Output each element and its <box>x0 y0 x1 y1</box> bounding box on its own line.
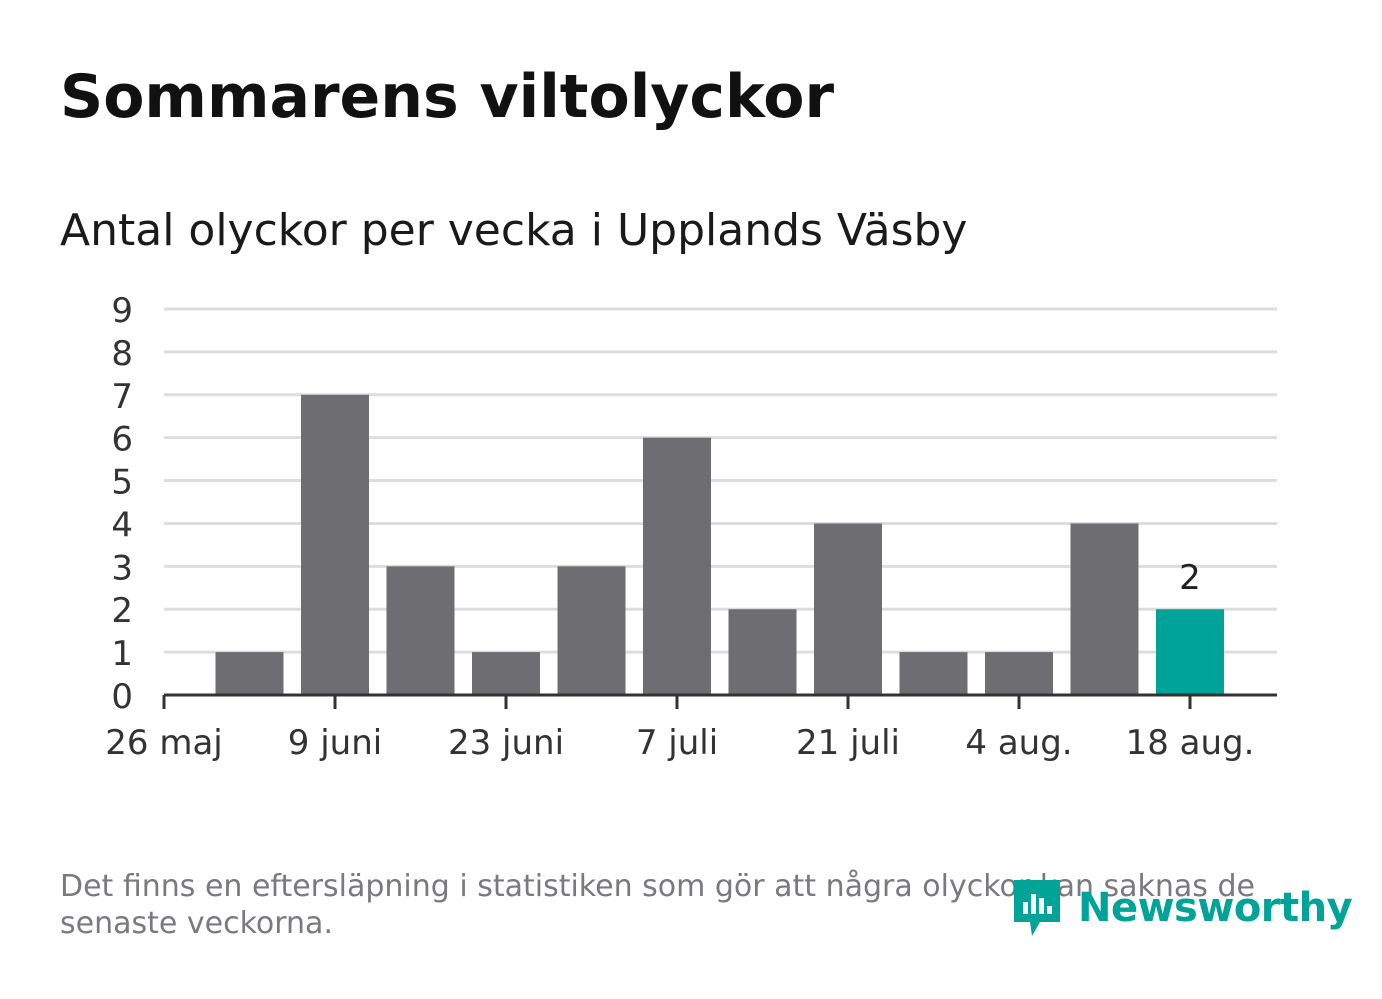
bar <box>472 652 540 695</box>
y-tick-label: 3 <box>111 548 133 588</box>
x-axis <box>162 693 1277 709</box>
y-tick-label: 6 <box>111 420 133 460</box>
bar <box>301 394 369 695</box>
y-tick-label: 8 <box>111 334 133 374</box>
bar <box>728 609 797 695</box>
x-tick-label: 18 aug. <box>1126 723 1255 763</box>
bar <box>814 523 882 695</box>
x-tick-label: 21 juli <box>796 723 900 763</box>
bar <box>386 566 455 695</box>
y-tick-label: 1 <box>111 634 133 674</box>
y-tick-label: 0 <box>111 677 133 717</box>
y-tick-label: 9 <box>111 291 133 331</box>
y-tick-label: 2 <box>111 591 133 631</box>
chart-subtitle: Antal olyckor per vecka i Upplands Väsby <box>60 205 968 256</box>
chart-title: Sommarens viltolyckor <box>60 62 835 132</box>
bars <box>215 394 1224 695</box>
x-tick-label: 4 aug. <box>965 723 1072 763</box>
bar <box>557 566 626 695</box>
x-tick-label: 26 maj <box>105 723 222 763</box>
y-tick-label: 5 <box>111 463 133 503</box>
data-label: 2 <box>1179 558 1201 598</box>
brand-name: Newsworthy <box>1078 885 1353 931</box>
x-tick-label: 7 juli <box>636 723 718 763</box>
x-tick-label: 23 juni <box>448 723 564 763</box>
newsworthy-logo-icon <box>1010 872 1064 944</box>
bar <box>643 437 711 695</box>
y-tick-label: 7 <box>111 377 133 417</box>
x-tick-label: 9 juni <box>288 723 382 763</box>
brand-logo: Newsworthy <box>1010 872 1353 944</box>
bar <box>899 652 968 695</box>
bar <box>985 652 1053 695</box>
bar <box>215 652 284 695</box>
bar-highlight <box>1156 609 1224 695</box>
y-tick-label: 4 <box>111 505 133 545</box>
bar <box>1070 523 1139 695</box>
